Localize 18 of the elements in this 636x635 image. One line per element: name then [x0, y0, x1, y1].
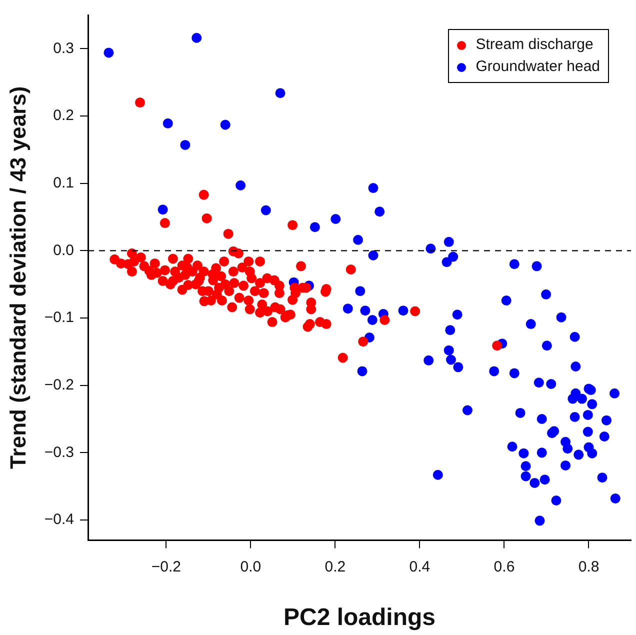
legend-label: Groundwater head	[476, 57, 600, 77]
y-tick-label: −0.1	[44, 309, 74, 326]
x-tick-label: 0.8	[578, 558, 600, 576]
y-tick-label: −0.2	[44, 376, 74, 394]
y-tick-label: 0.3	[53, 40, 74, 57]
y-tick-label: −0.4	[44, 511, 74, 528]
y-tick-label: 0.1	[53, 174, 74, 192]
x-tick-label: 0.4	[409, 558, 430, 576]
y-tick-label: 0.2	[53, 107, 74, 124]
x-axis-title: PC2 loadings	[283, 604, 436, 632]
legend-label: Stream discharge	[476, 35, 594, 55]
y-axis-title: Trend (standard deviation / 43 years)	[5, 86, 30, 469]
x-tick-label: 0.6	[494, 558, 515, 576]
x-tick-label: 0.0	[240, 558, 262, 576]
y-tick-label: −0.3	[44, 444, 74, 461]
x-tick-label: 0.2	[324, 558, 346, 576]
y-tick-label: 0.0	[53, 242, 74, 259]
x-tick-label: −0.2	[151, 558, 181, 576]
